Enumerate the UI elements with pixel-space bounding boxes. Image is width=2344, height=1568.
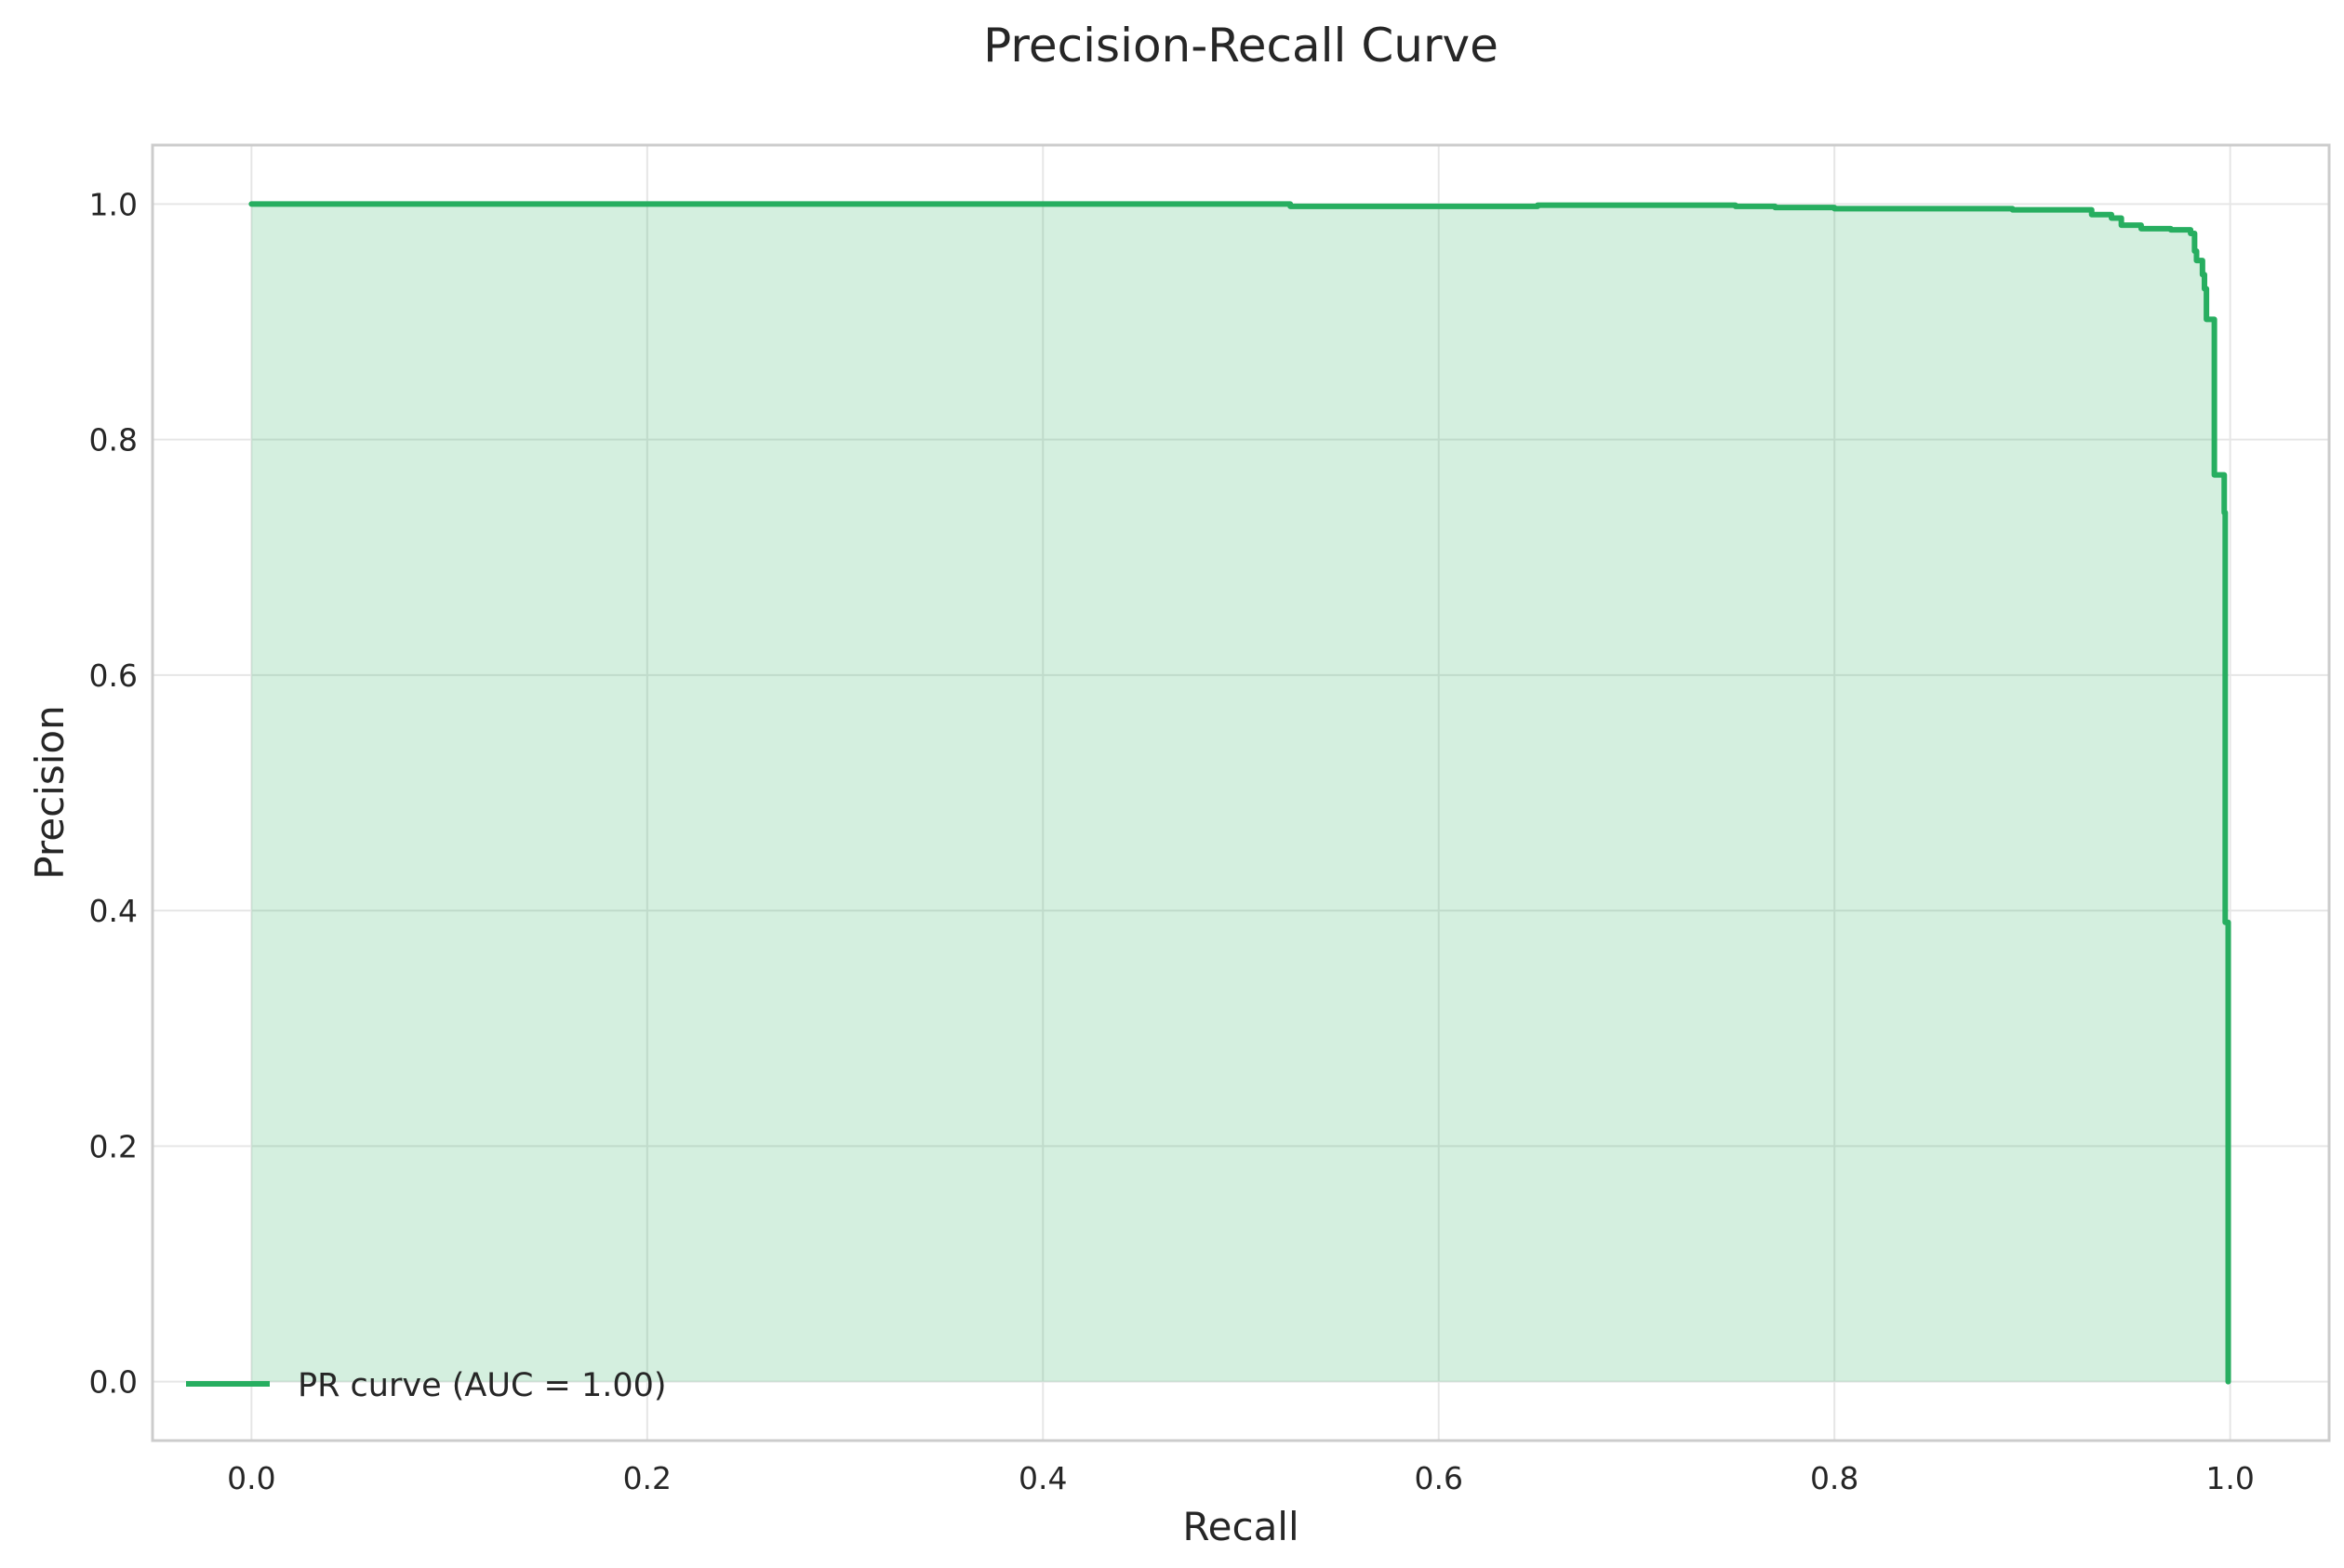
legend: PR curve (AUC = 1.00) bbox=[186, 1367, 667, 1404]
x-tick-label-1: 0.2 bbox=[623, 1460, 672, 1496]
x-axis-label: Recall bbox=[1182, 1504, 1299, 1549]
y-tick-label-0: 0.0 bbox=[89, 1364, 138, 1401]
y-tick-label-3: 0.6 bbox=[89, 658, 138, 694]
x-tick-label-5: 1.0 bbox=[2205, 1460, 2254, 1496]
area-layer bbox=[251, 204, 2229, 1382]
x-tick-label-2: 0.4 bbox=[1019, 1460, 1067, 1496]
x-tick-label-3: 0.6 bbox=[1414, 1460, 1462, 1496]
legend-label: PR curve (AUC = 1.00) bbox=[298, 1367, 667, 1404]
x-tick-label-4: 0.8 bbox=[1810, 1460, 1858, 1496]
plot-frame bbox=[151, 143, 2331, 1442]
y-axis-label: Precision bbox=[27, 705, 73, 879]
y-tick-label-1: 0.2 bbox=[89, 1128, 138, 1164]
pr-curve-area bbox=[251, 204, 2229, 1382]
y-tick-label-4: 0.8 bbox=[89, 422, 138, 458]
x-tick-labels: 0.0 0.2 0.4 0.6 0.8 1.0 bbox=[227, 1460, 2255, 1496]
chart-title: Precision-Recall Curve bbox=[983, 19, 1498, 73]
y-tick-label-5: 1.0 bbox=[89, 186, 138, 222]
y-tick-labels: 0.0 0.2 0.4 0.6 0.8 1.0 bbox=[89, 186, 138, 1400]
pr-curve-line bbox=[248, 201, 2231, 1385]
y-tick-label-2: 0.4 bbox=[89, 893, 138, 929]
x-tick-label-0: 0.0 bbox=[227, 1460, 275, 1496]
line-layer bbox=[248, 201, 2231, 1385]
